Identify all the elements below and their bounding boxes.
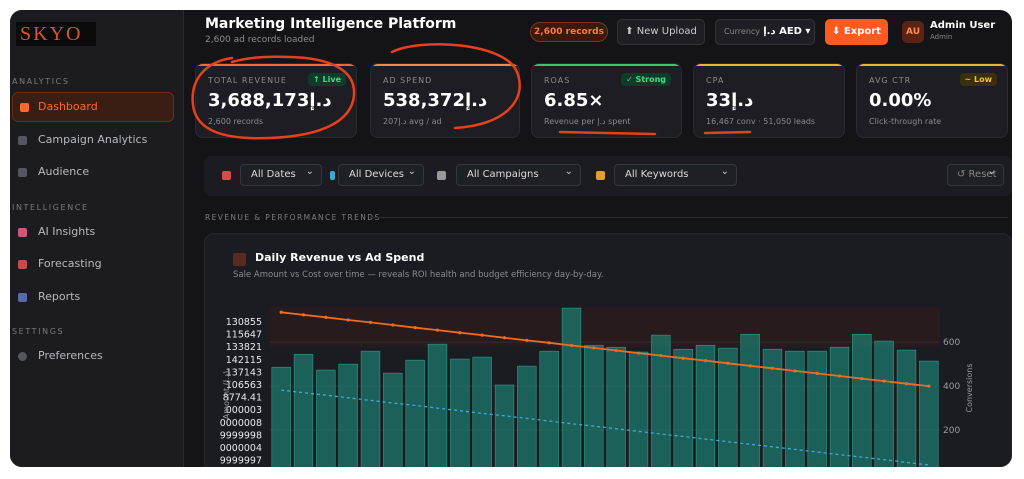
kpi-note: Click-through rate <box>869 117 942 126</box>
nav-item[interactable]: Audience <box>38 165 90 178</box>
kpi-label: CPA <box>706 76 725 85</box>
logo[interactable]: SKYO <box>16 22 96 46</box>
kpi-note: 207د.إ avg / ad <box>383 117 442 126</box>
currency-value: د.إ AED ▾ <box>763 26 811 37</box>
kpi-card: AD SPEND 538,372د.إ 207د.إ avg / ad <box>370 63 520 138</box>
kpi-label: TOTAL REVENUE <box>208 76 287 85</box>
currency-label: Currency <box>724 27 761 36</box>
kpi-value: 3,688,173د.إ <box>208 90 332 111</box>
nav-item[interactable]: Dashboard <box>38 100 98 113</box>
upload-button[interactable]: ⬆ New Upload <box>617 19 705 45</box>
kpi-label: ROAS <box>544 76 571 85</box>
filter-select[interactable]: All Devices <box>338 162 424 186</box>
nav-item[interactable]: Forecasting <box>38 257 102 270</box>
filter-select[interactable]: All Campaigns <box>456 162 581 186</box>
chart-card: Daily Revenue vs Ad Spend Sale Amount vs… <box>204 233 1012 467</box>
chart-title: Daily Revenue vs Ad Spend <box>255 251 425 264</box>
kpi-value: 0.00% <box>869 90 932 111</box>
kpi-card: TOTAL REVENUE ↑ Live 3,688,173د.إ 2,600 … <box>195 63 357 138</box>
kpi-card: CPA 33د.إ 16,467 conv · 51,050 leads <box>693 63 845 138</box>
kpi-label: AD SPEND <box>383 76 433 85</box>
user-name: Admin User <box>930 20 996 31</box>
nav-item[interactable]: Preferences <box>38 349 103 362</box>
section-title: INTELLIGENCE <box>12 203 89 212</box>
kpi-note: 2,600 records <box>208 117 264 126</box>
sidebar: SKYO ANALYTICS Dashboard Campaign Analyt… <box>10 10 184 467</box>
kpi-badge: ~ Low <box>959 73 997 86</box>
filter-select[interactable]: All Keywords <box>614 162 737 186</box>
divider <box>370 217 1008 218</box>
kpi-value: 6.85× <box>544 90 604 111</box>
user-role: Admin <box>930 33 953 41</box>
records-badge: 2,600 records <box>530 22 608 42</box>
avatar[interactable]: AU <box>902 21 924 43</box>
kpi-note: 16,467 conv · 51,050 leads <box>706 117 816 126</box>
kpi-card: AVG CTR ~ Low 0.00% Click-through rate <box>856 63 1008 138</box>
section-title: ANALYTICS <box>12 77 70 86</box>
export-button[interactable]: ⬇ Export <box>825 19 888 45</box>
kpi-badge: ↑ Live <box>308 73 346 86</box>
filter-select[interactable]: All Dates <box>240 162 322 186</box>
page-title: Marketing Intelligence Platform <box>205 16 457 32</box>
kpi-note: Revenue per د.إ spent <box>544 117 631 126</box>
kpi-value: 33د.إ <box>706 90 754 111</box>
currency-select[interactable]: Currency د.إ AED ▾ <box>715 19 815 45</box>
nav-item[interactable]: Reports <box>38 290 81 303</box>
app: SKYO ANALYTICS Dashboard Campaign Analyt… <box>10 10 1012 467</box>
kpi-value: 538,372د.إ <box>383 90 488 111</box>
active-highlight <box>12 92 174 122</box>
filter-bar: All Dates All Devices All Campaigns All … <box>204 156 1012 196</box>
nav-item[interactable]: AI Insights <box>38 225 96 238</box>
section-title: SETTINGS <box>12 327 65 336</box>
chart-subtitle: Sale Amount vs Cost over time — reveals … <box>233 270 604 280</box>
section-label: REVENUE & PERFORMANCE TRENDS <box>205 213 381 222</box>
reset-button[interactable]: ↺ Reset <box>947 162 1004 186</box>
page-subtitle: 2,600 ad records loaded <box>205 35 315 45</box>
nav-item[interactable]: Campaign Analytics <box>38 133 148 146</box>
kpi-badge: ✓ Strong <box>621 73 671 86</box>
kpi-label: AVG CTR <box>869 76 912 85</box>
kpi-card: ROAS ✓ Strong 6.85× Revenue per د.إ spen… <box>531 63 682 138</box>
